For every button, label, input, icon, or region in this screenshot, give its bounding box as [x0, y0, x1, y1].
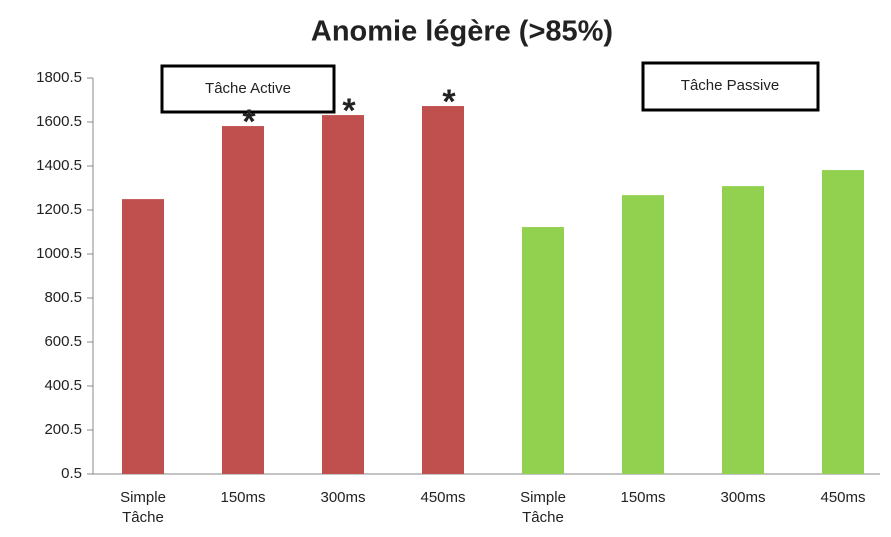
bar [822, 170, 864, 474]
bar [222, 126, 264, 474]
x-tick-label: Simple Tâche [120, 489, 166, 526]
y-tick-label: 0.5 [61, 465, 82, 482]
y-tick-label: 400.5 [44, 377, 82, 394]
significance-marker: * [442, 83, 456, 121]
x-tick-label: 450ms [820, 489, 866, 506]
bar [622, 195, 664, 474]
annotation: Tâche Passive [681, 77, 779, 94]
x-tick-label: 450ms [420, 489, 466, 506]
significance-marker: * [242, 103, 256, 141]
annotation: Tâche Active [205, 80, 291, 97]
y-tick-label: 800.5 [44, 289, 82, 306]
y-tick-label: 200.5 [44, 421, 82, 438]
bar [522, 227, 564, 474]
bar [722, 186, 764, 474]
bar [322, 115, 364, 474]
x-tick-label: 150ms [220, 489, 266, 506]
annotation-box [641, 61, 820, 112]
x-tick-label: 300ms [720, 489, 766, 506]
x-tick-label: 150ms [620, 489, 666, 506]
y-tick-label: 600.5 [44, 333, 82, 350]
annotation-box [160, 64, 336, 114]
y-tick-label: 1800.5 [36, 69, 82, 86]
x-tick-label: 300ms [320, 489, 366, 506]
y-tick-label: 1000.5 [36, 245, 82, 262]
y-tick-label: 1600.5 [36, 113, 82, 130]
bar [122, 199, 164, 475]
bar [422, 106, 464, 475]
chart-title: Anomie légère (>85%) [311, 16, 613, 48]
y-tick-label: 1200.5 [36, 201, 82, 218]
y-tick-label: 1400.5 [36, 157, 82, 174]
significance-marker: * [342, 92, 356, 130]
x-tick-label: Simple Tâche [520, 489, 566, 526]
